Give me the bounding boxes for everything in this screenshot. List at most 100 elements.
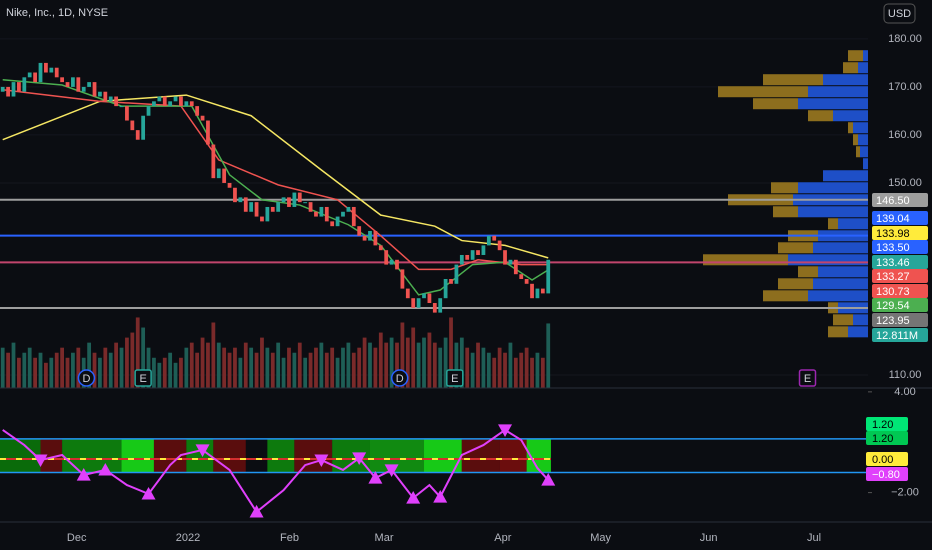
volume-bar — [173, 362, 178, 388]
volume-bar — [308, 352, 313, 388]
candle — [503, 250, 507, 265]
candle — [227, 182, 232, 188]
profile-blue — [818, 266, 868, 278]
candle — [238, 197, 243, 203]
candle — [195, 106, 200, 116]
profile-blue — [798, 206, 868, 218]
volume-bar — [470, 352, 475, 388]
candle — [162, 96, 167, 107]
candle — [103, 91, 108, 102]
candle — [276, 202, 281, 212]
candle — [405, 288, 410, 299]
volume-bar — [335, 357, 340, 388]
profile-gold — [833, 314, 853, 326]
profile-gold — [771, 182, 798, 194]
currency-button[interactable] — [883, 3, 916, 24]
profile-gold — [843, 62, 858, 74]
volume-bar — [0, 347, 5, 388]
candle — [297, 192, 302, 203]
price-label-box — [872, 269, 928, 283]
volume-bar — [513, 357, 518, 388]
y-tick-label: 180.00 — [888, 33, 922, 45]
candle — [400, 269, 405, 289]
event-icon — [77, 369, 96, 387]
oscillator-line — [2, 428, 549, 514]
profile-gold — [848, 122, 853, 134]
candle — [513, 259, 518, 275]
candle — [384, 250, 389, 265]
candle — [71, 77, 75, 87]
candle — [411, 298, 416, 308]
candle — [341, 211, 345, 217]
candle — [81, 86, 86, 92]
candle — [314, 211, 318, 217]
volume-bar — [508, 342, 513, 388]
volume-bar — [422, 337, 426, 388]
volume-bar — [87, 342, 92, 388]
candle — [449, 278, 453, 284]
volume-bar — [125, 337, 129, 388]
candle — [395, 259, 399, 270]
oscillator-marker — [314, 454, 329, 468]
oscillator-marker — [76, 467, 91, 481]
candle — [465, 254, 470, 260]
profile-blue — [863, 50, 868, 62]
price-label-box — [872, 193, 928, 207]
volume-bar — [141, 327, 146, 388]
volume-bar — [486, 352, 491, 388]
candle — [346, 206, 351, 212]
profile-blue — [823, 74, 868, 86]
profile-gold — [778, 242, 813, 254]
volume-bar — [270, 352, 275, 388]
volume-bar — [119, 347, 124, 388]
candle — [0, 86, 5, 92]
y-tick-label: 110.00 — [889, 369, 922, 381]
candle — [432, 303, 437, 313]
profile-gold — [848, 50, 863, 62]
profile-blue — [853, 122, 868, 134]
volume-bar — [297, 342, 302, 388]
candle — [216, 168, 221, 179]
volume-bar — [227, 352, 232, 388]
candle — [222, 168, 227, 183]
candle — [330, 221, 335, 227]
volume-bar — [287, 347, 291, 388]
candle — [200, 115, 205, 121]
profile-blue — [813, 242, 868, 254]
y-tick-label: 160.00 — [888, 129, 922, 141]
osc-label: 1.20 — [872, 419, 893, 431]
volume-bar — [76, 347, 81, 388]
volume-bar — [362, 337, 367, 388]
volume-bar — [281, 357, 286, 388]
candle — [373, 230, 378, 246]
oscillator-marker — [98, 462, 113, 476]
profile-gold — [763, 74, 823, 86]
oscillator-marker — [249, 504, 264, 518]
y-tick-label: 170.00 — [888, 81, 922, 93]
volume-bar — [114, 342, 119, 388]
candle — [168, 101, 173, 107]
x-tick-label: Dec — [67, 532, 87, 544]
volume-bar — [524, 347, 529, 388]
volume-bar — [459, 337, 464, 388]
volume-bar — [519, 352, 524, 388]
volume-bar — [33, 357, 37, 388]
event-label: E — [451, 373, 458, 385]
profile-gold — [856, 146, 860, 158]
x-tick-label: 2022 — [176, 532, 200, 544]
candle — [481, 245, 486, 255]
price-label-box — [872, 313, 928, 327]
volume-bar — [324, 352, 329, 388]
candle — [179, 96, 183, 107]
candle — [44, 62, 48, 73]
candle — [486, 235, 491, 246]
volume-bar — [492, 357, 497, 388]
volume-bar — [330, 347, 335, 388]
volume-bar — [260, 337, 264, 388]
volume-bar — [378, 332, 383, 388]
candle — [108, 96, 113, 102]
profile-blue — [798, 98, 868, 110]
signal-band — [369, 438, 425, 473]
osc-label-box — [866, 452, 908, 466]
candle — [308, 202, 313, 212]
